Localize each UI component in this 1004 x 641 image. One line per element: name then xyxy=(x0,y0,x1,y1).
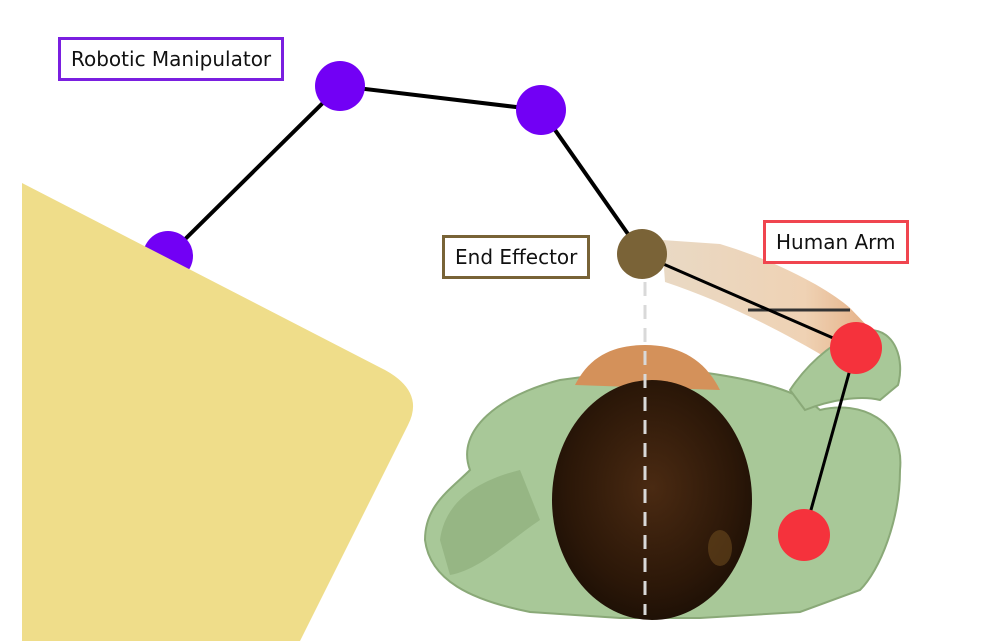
human-arm-link-2 xyxy=(802,347,858,536)
human-joint-elbow xyxy=(830,322,882,374)
end-effector-node xyxy=(617,229,667,279)
human-shoulder-shading xyxy=(440,470,540,575)
head-highlight xyxy=(708,530,732,566)
end-effector-label: End Effector xyxy=(442,235,591,279)
robot-link-1 xyxy=(166,84,342,258)
robotic-manipulator-label: Robotic Manipulator xyxy=(58,37,285,81)
robot-link-3 xyxy=(539,108,644,256)
human-arm-link-1 xyxy=(644,254,857,350)
human-head xyxy=(552,380,752,620)
robot-link-2 xyxy=(339,84,542,112)
human-neck xyxy=(575,345,720,390)
robot-joint-elbow xyxy=(516,85,566,135)
human-joint-hand xyxy=(778,509,830,561)
table-surface xyxy=(22,183,414,641)
human-arm-label: Human Arm xyxy=(763,220,909,264)
robot-joint-shoulder xyxy=(315,61,365,111)
